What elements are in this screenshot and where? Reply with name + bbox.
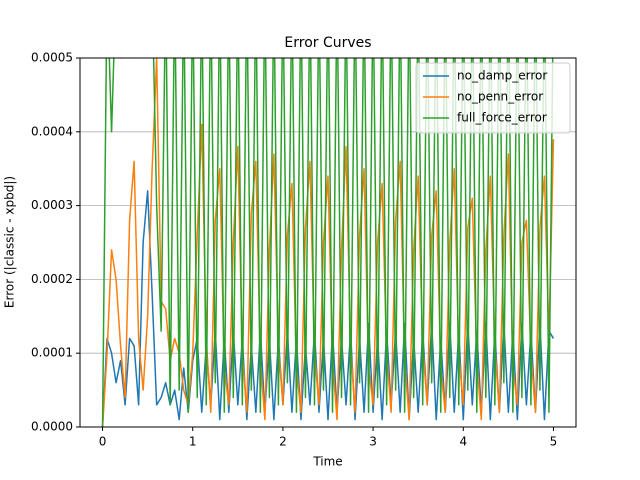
series-line <box>101 58 555 427</box>
x-axis-label: Time <box>312 455 342 469</box>
x-tick-label: 5 <box>550 435 558 449</box>
y-axis-label: Error (|classic - xpbd|) <box>3 176 17 308</box>
legend-label: no_damp_error <box>457 69 547 83</box>
y-tick-label: 0.0002 <box>31 272 73 286</box>
x-tick-label: 1 <box>189 435 197 449</box>
legend-label: full_force_error <box>457 111 547 125</box>
y-tick-label: 0.0004 <box>31 124 73 138</box>
y-tick-label: 0.0000 <box>31 420 73 434</box>
y-tick-label: 0.0003 <box>31 198 73 212</box>
chart-title: Error Curves <box>284 35 371 51</box>
plot-frame <box>79 57 577 428</box>
x-tick-label: 0 <box>99 435 107 449</box>
x-tick-label: 3 <box>369 435 377 449</box>
legend-box <box>415 62 571 134</box>
series-line <box>101 58 554 427</box>
legend: no_damp_error no_penn_error full_force_err… <box>415 62 571 134</box>
plot-lines <box>101 58 555 427</box>
y-tick-label: 0.0001 <box>31 346 73 360</box>
legend-label: no_penn_error <box>457 90 543 104</box>
x-tick-label: 2 <box>279 435 287 449</box>
y-tick-label: 0.0005 <box>31 51 73 65</box>
series-line <box>101 190 555 427</box>
x-tick-label: 4 <box>459 435 467 449</box>
